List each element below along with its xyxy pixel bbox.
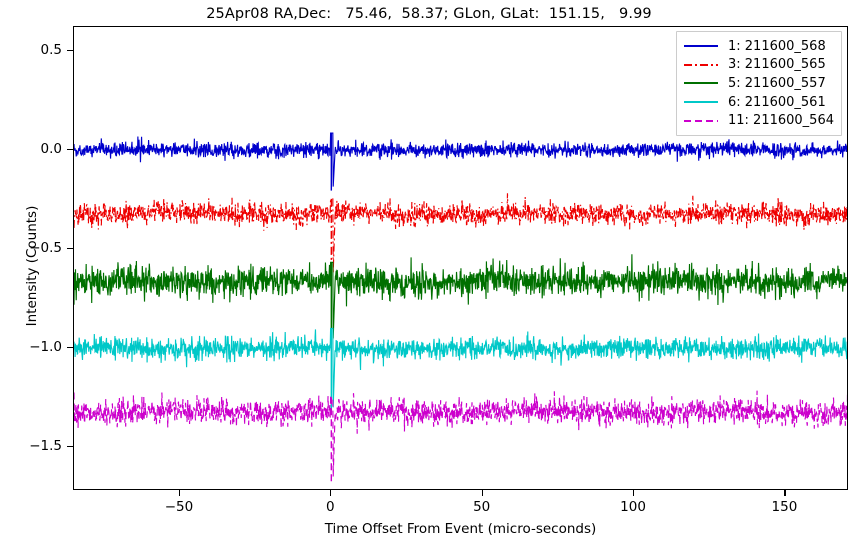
series-canvas <box>74 132 847 484</box>
legend-line-swatch <box>683 114 719 128</box>
legend-item[interactable]: 5: 211600_557 <box>683 74 834 93</box>
legend-line-swatch <box>683 95 719 109</box>
legend-item[interactable]: 3: 211600_565 <box>683 56 834 75</box>
data-series-line <box>74 193 847 273</box>
legend-item-label: 3: 211600_565 <box>728 57 826 73</box>
legend-line-swatch <box>683 58 719 72</box>
data-series-line <box>74 327 847 408</box>
y-tick-mark <box>67 148 73 151</box>
x-tick-label: −50 <box>164 499 194 515</box>
x-tick-mark <box>178 490 181 496</box>
legend-item-label: 5: 211600_557 <box>728 75 826 91</box>
legend-item-label: 11: 211600_564 <box>728 113 834 129</box>
y-tick-label: −1.0 <box>29 339 62 356</box>
legend-item-label: 1: 211600_568 <box>728 38 826 54</box>
y-tick-mark <box>67 49 73 51</box>
x-tick-mark <box>330 490 332 496</box>
y-tick-label: 0.5 <box>40 41 62 58</box>
x-axis-label: Time Offset From Event (micro-seconds) <box>324 521 597 537</box>
y-tick-label: −1.5 <box>29 438 62 455</box>
legend-line-swatch <box>683 39 719 53</box>
x-tick-label: 100 <box>620 499 646 515</box>
y-tick-mark <box>67 446 73 448</box>
page-title: 25Apr08 RA,Dec: 75.46, 58.37; GLon, GLat… <box>206 6 652 22</box>
data-series-line <box>74 390 847 477</box>
y-axis-label: Intensity (Counts) <box>24 205 40 327</box>
y-tick-mark <box>67 248 73 250</box>
x-tick-mark <box>481 490 483 496</box>
legend-item[interactable]: 1: 211600_568 <box>683 37 834 56</box>
x-tick-label: 50 <box>473 499 491 515</box>
y-tick-label: −0.5 <box>29 240 62 257</box>
data-series-line <box>74 132 847 187</box>
x-tick-mark <box>633 490 635 496</box>
x-tick-label: 150 <box>771 499 798 515</box>
legend-item[interactable]: 6: 211600_561 <box>683 93 834 112</box>
legend-item[interactable]: 11: 211600_564 <box>683 111 834 130</box>
legend-item-label: 6: 211600_561 <box>728 94 826 110</box>
y-tick-mark <box>67 347 73 349</box>
legend-line-swatch <box>683 76 719 90</box>
x-tick-mark <box>784 490 786 496</box>
y-tick-label: 0.0 <box>40 140 62 157</box>
x-tick-label: 0 <box>326 499 335 515</box>
legend[interactable]: 1: 211600_568 3: 211600_565 5: 211600_557 6… <box>676 31 842 136</box>
data-series-line <box>74 254 847 339</box>
